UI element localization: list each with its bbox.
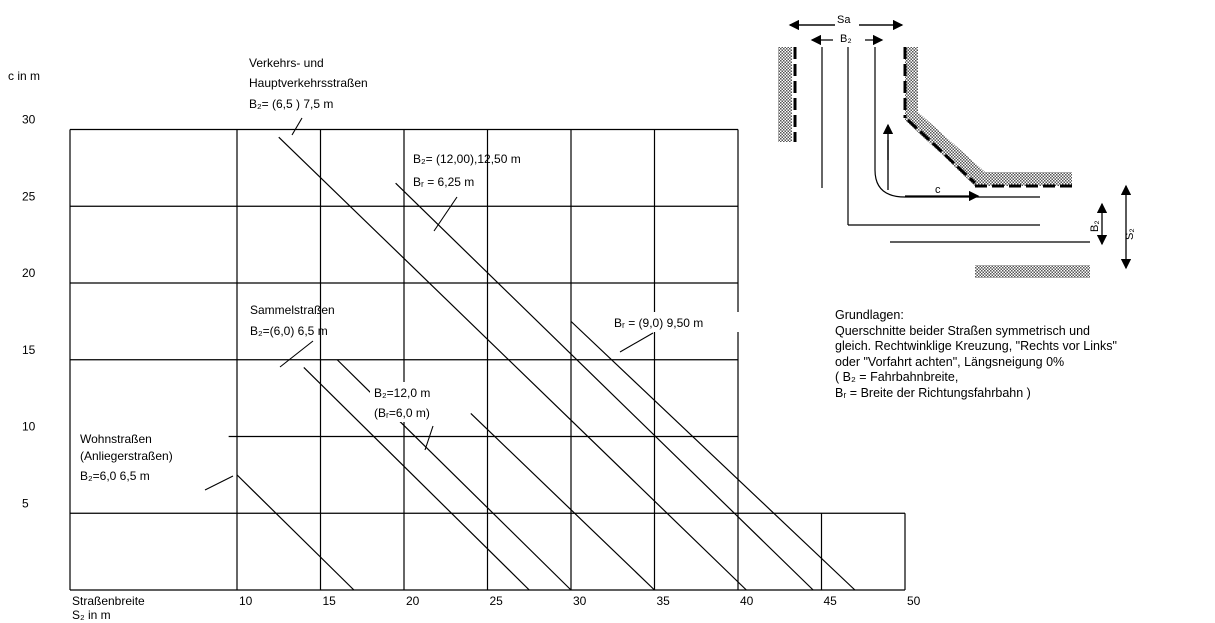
annotation-sammel-leader [280, 341, 313, 367]
annotation-bg120-leader [425, 426, 433, 450]
annotation-bg12: B₂= (12,00),12,50 m Bᵣ = 6,25 m [413, 152, 521, 231]
annotation-verkehr-line1: Verkehrs- und [249, 56, 324, 70]
chart-grid [70, 130, 905, 591]
annotation-br95-line1: Bᵣ = (9,0) 9,50 m [614, 316, 703, 330]
c-label: c [935, 184, 941, 196]
info-line-1: Grundlagen: [835, 308, 1205, 324]
intersection-diagram: Sa B₂ c S₂ B₂ [778, 12, 1136, 278]
annotation-sammel-line2: B₂=(6,0) 6,5 m [250, 324, 328, 338]
annotation-verkehr-line2: Hauptverkehrsstraßen [249, 76, 368, 90]
annotation-br95: Bᵣ = (9,0) 9,50 m [611, 312, 739, 352]
bottom-building [975, 265, 1090, 278]
annotation-sammel: Sammelstraßen B₂=(6,0) 6,5 m [250, 303, 335, 367]
b-label: B₂ [1089, 220, 1101, 232]
corner-building [905, 47, 1072, 186]
y-tick-20: 20 [22, 266, 36, 280]
series-line-7 [571, 321, 855, 590]
annotation-verkehr-line3: B₂= (6,5 ) 7,5 m [249, 97, 333, 111]
info-line-3: gleich. Rechtwinklige Kreuzung, "Rechts … [835, 339, 1205, 355]
x-tick-25: 25 [490, 594, 504, 608]
y-tick-10: 10 [22, 420, 36, 434]
x-tick-30: 30 [573, 594, 587, 608]
y-tick-labels: 5 10 15 20 25 30 [22, 113, 36, 511]
annotation-bg12-leader [434, 197, 457, 231]
series-line-6 [471, 413, 655, 590]
series-line-4 [396, 183, 814, 590]
info-text-block: Grundlagen: Querschnitte beider Straßen … [835, 308, 1205, 401]
y-axis-label: c in m [8, 69, 40, 83]
y-tick-5: 5 [22, 496, 29, 510]
sa-label: Sa [837, 14, 851, 26]
x-tick-35: 35 [657, 594, 671, 608]
annotation-verkehr: Verkehrs- und Hauptverkehrsstraßen B₂= (… [249, 56, 368, 135]
info-line-4: oder "Vorfahrt achten", Längsneigung 0% [835, 355, 1205, 371]
annotation-bg120: B₂=12,0 m (Bᵣ=6,0 m) [370, 382, 448, 450]
x-tick-labels: 10 15 20 25 30 35 40 45 50 [239, 594, 921, 608]
info-line-5: ( B₂ = Fahrbahnbreite, [835, 370, 1205, 386]
x-tick-10: 10 [239, 594, 253, 608]
annotation-sammel-line1: Sammelstraßen [250, 303, 335, 317]
bg-top-label: B₂ [840, 33, 852, 45]
x-axis-label: Straßenbreite [72, 594, 145, 608]
left-building [778, 47, 792, 142]
annotation-bg12-line2: Bᵣ = 6,25 m [413, 175, 474, 189]
series-line-3 [279, 137, 747, 590]
x-tick-15: 15 [323, 594, 337, 608]
y-tick-30: 30 [22, 113, 36, 127]
annotation-bg120-line2: (Bᵣ=6,0 m) [374, 406, 430, 420]
annotation-br95-leader [620, 333, 653, 352]
annotation-wohn-line3: B₂=6,0 6,5 m [80, 469, 150, 483]
annotation-wohn: Wohnstraßen (Anliegerstraßen) B₂=6,0 6,5… [75, 430, 233, 490]
x-axis-label-unit: S₂ in m [72, 608, 111, 622]
annotation-bg120-line1: B₂=12,0 m [374, 386, 430, 400]
x-tick-40: 40 [740, 594, 754, 608]
annotation-verkehr-leader [292, 118, 302, 135]
annotation-wohn-line1: Wohnstraßen [80, 432, 152, 446]
info-line-6: Bᵣ = Breite der Richtungsfahrbahn ) [835, 386, 1205, 402]
y-tick-25: 25 [22, 189, 36, 203]
chart-series [237, 137, 855, 590]
x-tick-20: 20 [406, 594, 420, 608]
info-line-2: Querschnitte beider Straßen symmetrisch … [835, 324, 1205, 340]
y-tick-15: 15 [22, 343, 36, 357]
annotation-bg12-line1: B₂= (12,00),12,50 m [413, 152, 521, 166]
x-tick-45: 45 [824, 594, 838, 608]
annotation-wohn-line2: (Anliegerstraßen) [80, 449, 173, 463]
x-tick-50: 50 [907, 594, 921, 608]
series-line-1 [237, 475, 354, 590]
s-label: S₂ [1124, 228, 1136, 240]
